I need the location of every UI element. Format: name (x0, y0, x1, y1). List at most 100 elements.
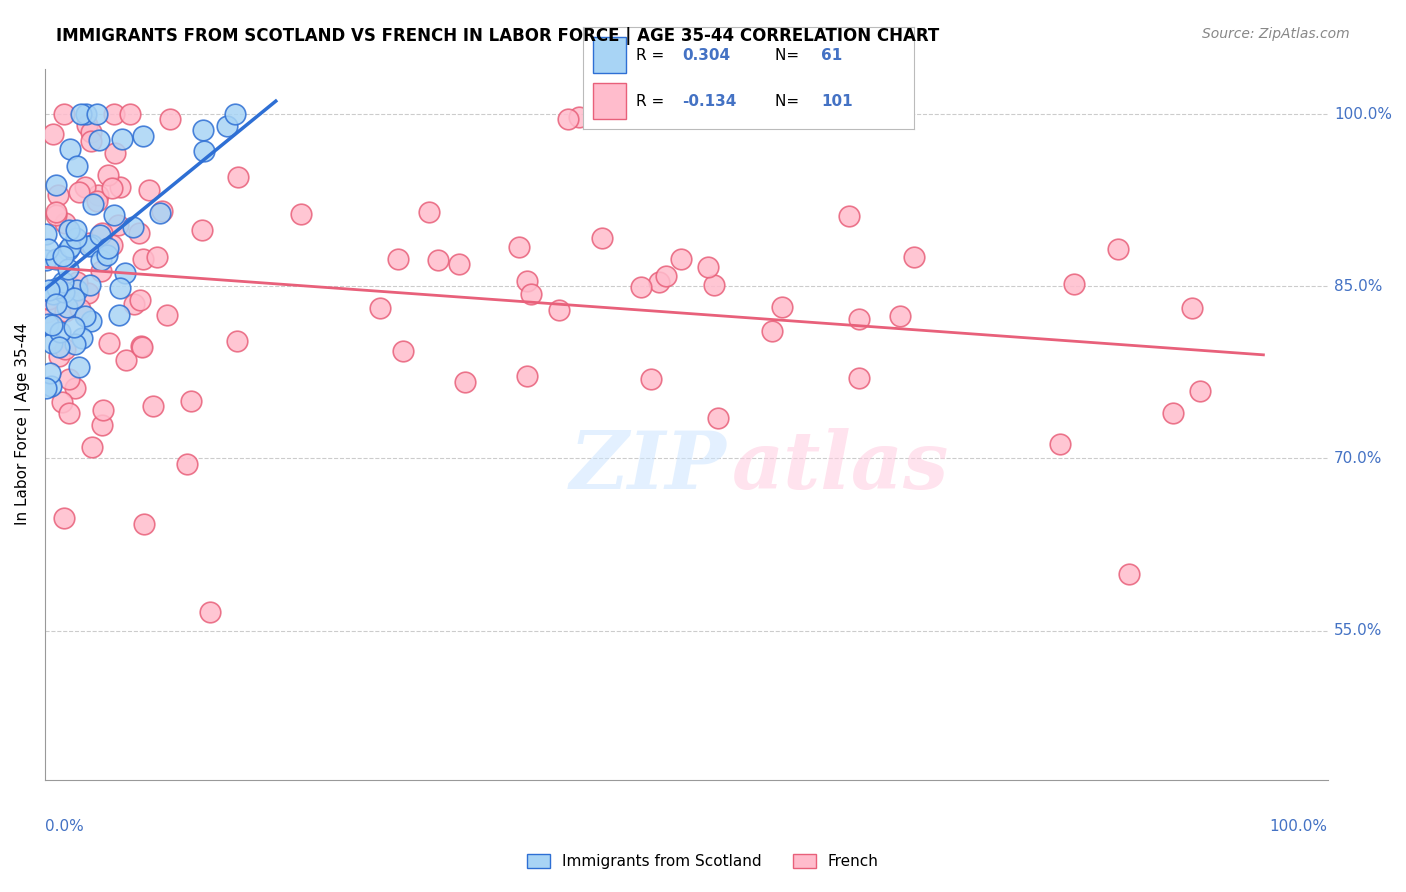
Bar (593, 83, 627, 119)
Point (91, 227, 114, 241)
Point (697, 260, 720, 275)
Point (53, 216, 76, 230)
Point (80, 313, 103, 327)
Point (387, 252, 409, 266)
Point (52, 285, 75, 299)
Text: 100.0%: 100.0% (1334, 107, 1392, 122)
Point (224, 107, 246, 121)
Point (65, 381, 87, 395)
Point (82, 197, 104, 211)
Point (38, 293, 60, 307)
Point (65, 230, 87, 244)
Point (131, 340, 153, 354)
Point (100, 180, 122, 194)
Point (903, 250, 925, 264)
Point (848, 371, 870, 385)
Point (53, 303, 76, 318)
Point (191, 123, 214, 137)
Point (149, 206, 172, 220)
Point (48, 349, 70, 363)
Point (48, 340, 70, 354)
Point (121, 220, 143, 235)
Point (56, 262, 79, 277)
Point (770, 300, 793, 314)
Point (89, 227, 111, 242)
Point (848, 311, 870, 326)
Point (73, 179, 96, 194)
Point (37, 318, 59, 332)
Point (90, 252, 112, 267)
Text: Source: ZipAtlas.com: Source: ZipAtlas.com (1202, 27, 1350, 41)
Point (59, 280, 82, 294)
Point (101, 238, 124, 252)
Point (46, 187, 69, 202)
Point (118, 107, 141, 121)
Point (35, 227, 58, 241)
Point (53, 342, 76, 356)
Point (67, 185, 90, 199)
Point (193, 144, 215, 158)
Point (557, 112, 579, 127)
Text: N=: N= (775, 48, 804, 63)
Point (66, 159, 89, 173)
Point (516, 369, 538, 384)
Point (1189, 384, 1212, 398)
Point (65, 223, 87, 237)
Point (45, 204, 67, 219)
Point (215, 119, 238, 133)
Point (59, 240, 82, 254)
Point (368, 301, 391, 315)
Point (104, 146, 127, 161)
Point (508, 240, 530, 254)
Point (568, 110, 591, 124)
Point (69, 107, 91, 121)
Point (42, 286, 65, 301)
Point (82, 237, 104, 252)
Point (96, 241, 118, 255)
Point (69, 302, 91, 317)
Point (53, 511, 76, 525)
Text: 70.0%: 70.0% (1334, 451, 1382, 466)
Point (46, 281, 69, 295)
Point (591, 230, 613, 244)
Text: IMMIGRANTS FROM SCOTLAND VS FRENCH IN LABOR FORCE | AGE 35-44 CORRELATION CHART: IMMIGRANTS FROM SCOTLAND VS FRENCH IN LA… (56, 27, 939, 45)
Point (66, 283, 89, 297)
Text: 85.0%: 85.0% (1334, 279, 1382, 294)
Text: 100.0%: 100.0% (1270, 819, 1327, 834)
Point (103, 107, 125, 121)
Point (87, 187, 110, 202)
Point (648, 275, 671, 289)
Point (66, 275, 89, 289)
Point (156, 308, 179, 322)
Point (56, 300, 79, 314)
Point (107, 219, 129, 233)
Point (77, 286, 100, 301)
Text: 0.0%: 0.0% (45, 819, 83, 834)
Point (111, 132, 134, 146)
Point (110, 281, 132, 295)
Point (96, 247, 118, 261)
Point (150, 204, 173, 219)
Point (449, 257, 471, 271)
Text: 0.304: 0.304 (683, 48, 731, 63)
Text: N=: N= (775, 95, 804, 109)
Point (103, 208, 125, 222)
Point (132, 128, 155, 143)
Point (37, 292, 59, 306)
Point (1107, 242, 1129, 256)
Point (200, 606, 222, 620)
Legend: Immigrants from Scotland, French: Immigrants from Scotland, French (522, 848, 884, 875)
Point (86, 194, 108, 208)
Point (90, 264, 112, 278)
Point (80, 440, 103, 454)
Point (138, 183, 160, 197)
Point (39, 379, 62, 393)
Point (1181, 301, 1204, 315)
Point (107, 308, 129, 322)
Text: 101: 101 (821, 95, 853, 109)
Point (110, 179, 132, 194)
Point (52, 249, 75, 263)
Point (90, 417, 112, 432)
Text: ZIP: ZIP (569, 428, 725, 506)
Bar (593, 37, 627, 73)
